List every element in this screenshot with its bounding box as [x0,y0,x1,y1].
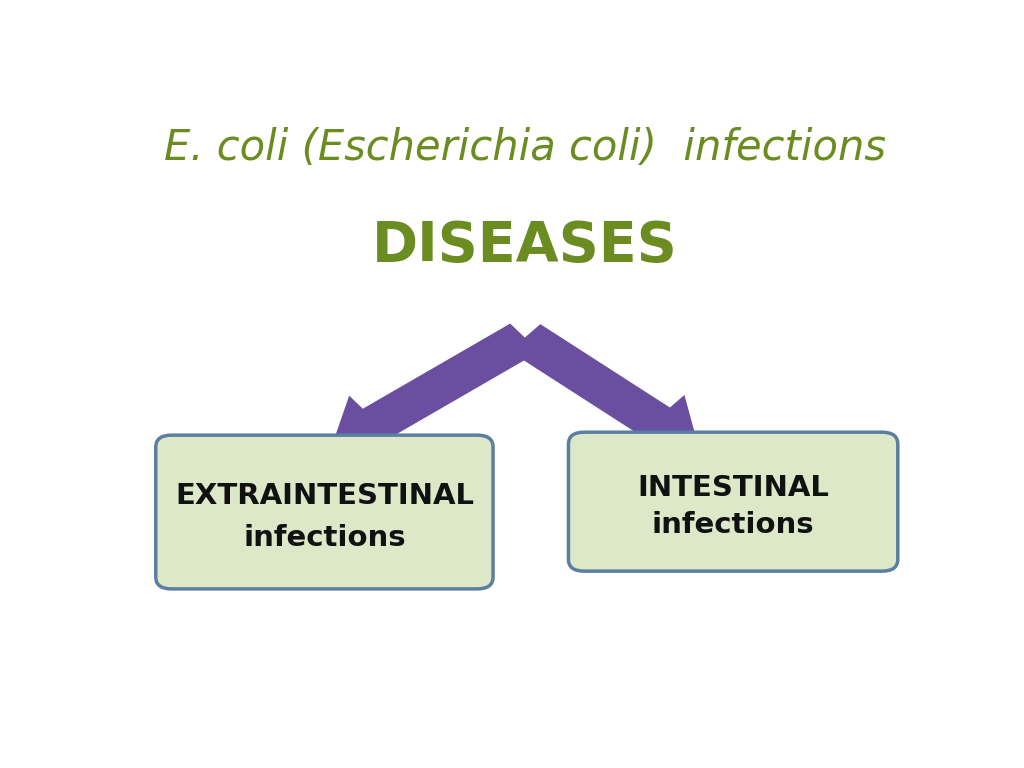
Text: E. coli (Escherichia coli)  infections: E. coli (Escherichia coli) infections [164,127,886,169]
Text: EXTRAINTESTINAL: EXTRAINTESTINAL [175,482,474,511]
Text: infections: infections [243,524,406,552]
Polygon shape [509,324,699,450]
FancyBboxPatch shape [568,432,898,571]
Polygon shape [331,323,540,450]
FancyBboxPatch shape [156,435,494,589]
Text: INTESTINAL: INTESTINAL [637,474,829,502]
Text: infections: infections [652,511,814,538]
Text: DISEASES: DISEASES [372,219,678,273]
